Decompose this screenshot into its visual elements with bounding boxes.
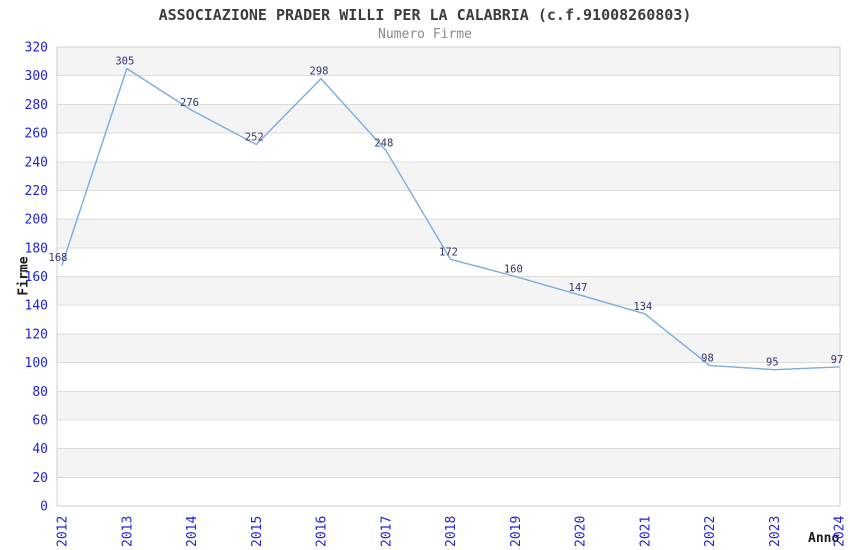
plot-band bbox=[57, 305, 840, 334]
data-label: 248 bbox=[374, 137, 393, 149]
plot-band bbox=[57, 161, 840, 191]
y-tick-label: 320 bbox=[25, 41, 48, 56]
data-label: 98 bbox=[701, 352, 714, 364]
data-label: 168 bbox=[49, 252, 68, 264]
x-tick-label: 2020 bbox=[574, 516, 589, 547]
plot-band bbox=[57, 133, 840, 162]
plot-band bbox=[57, 219, 840, 248]
x-tick-label: 2024 bbox=[833, 516, 848, 547]
y-tick-label: 200 bbox=[25, 213, 48, 228]
x-tick-label: 2016 bbox=[315, 516, 330, 547]
x-tick-label: 2021 bbox=[638, 516, 653, 547]
plot-band bbox=[57, 75, 840, 105]
y-tick-label: 100 bbox=[25, 356, 48, 371]
y-tick-label: 140 bbox=[25, 299, 48, 314]
plot-band bbox=[57, 190, 840, 220]
y-tick-label: 80 bbox=[32, 385, 48, 400]
y-tick-label: 40 bbox=[32, 442, 48, 457]
y-tick-label: 20 bbox=[32, 471, 48, 486]
plot-band bbox=[57, 391, 840, 420]
plot-band bbox=[57, 419, 840, 449]
y-tick-label: 180 bbox=[25, 241, 48, 256]
data-label: 147 bbox=[569, 282, 588, 294]
plot-border bbox=[56, 46, 841, 507]
x-tick-label: 2017 bbox=[379, 516, 394, 547]
y-tick-label: 300 bbox=[25, 69, 48, 84]
y-tick-label: 280 bbox=[25, 98, 48, 113]
plot-band bbox=[57, 362, 840, 392]
data-label: 95 bbox=[766, 357, 779, 369]
plot-band bbox=[57, 333, 840, 363]
plot-band bbox=[57, 247, 840, 277]
data-label: 172 bbox=[439, 246, 458, 258]
plot-band bbox=[57, 477, 840, 506]
data-label: 97 bbox=[831, 354, 844, 366]
data-label: 305 bbox=[115, 56, 134, 68]
x-tick-label: 2018 bbox=[444, 516, 459, 547]
plot-band bbox=[57, 448, 840, 478]
y-tick-label: 0 bbox=[40, 500, 48, 515]
data-label: 252 bbox=[245, 132, 264, 144]
plot-band bbox=[57, 47, 840, 76]
x-tick-label: 2012 bbox=[56, 516, 71, 547]
y-tick-label: 240 bbox=[25, 155, 48, 170]
y-tick-label: 160 bbox=[25, 270, 48, 285]
y-tick-label: 220 bbox=[25, 184, 48, 199]
plot-band bbox=[57, 104, 840, 134]
chart-subtitle: Numero Firme bbox=[378, 27, 472, 42]
x-tick-label: 2014 bbox=[185, 516, 200, 547]
y-tick-label: 60 bbox=[32, 413, 48, 428]
data-label: 298 bbox=[310, 66, 329, 78]
y-tick-label: 120 bbox=[25, 327, 48, 342]
plot-band bbox=[57, 276, 840, 306]
chart-title: ASSOCIAZIONE PRADER WILLI PER LA CALABRI… bbox=[158, 6, 692, 24]
x-tick-label: 2015 bbox=[250, 516, 265, 547]
x-axis-title: Anno bbox=[808, 531, 840, 546]
series-line bbox=[61, 67, 840, 371]
data-label: 160 bbox=[504, 264, 523, 276]
x-tick-label: 2023 bbox=[768, 516, 783, 547]
y-tick-label: 260 bbox=[25, 127, 48, 142]
x-tick-label: 2013 bbox=[120, 516, 135, 547]
x-tick-label: 2022 bbox=[703, 516, 718, 547]
x-tick-label: 2019 bbox=[509, 516, 524, 547]
data-label: 276 bbox=[180, 97, 199, 109]
data-label: 134 bbox=[633, 301, 652, 313]
